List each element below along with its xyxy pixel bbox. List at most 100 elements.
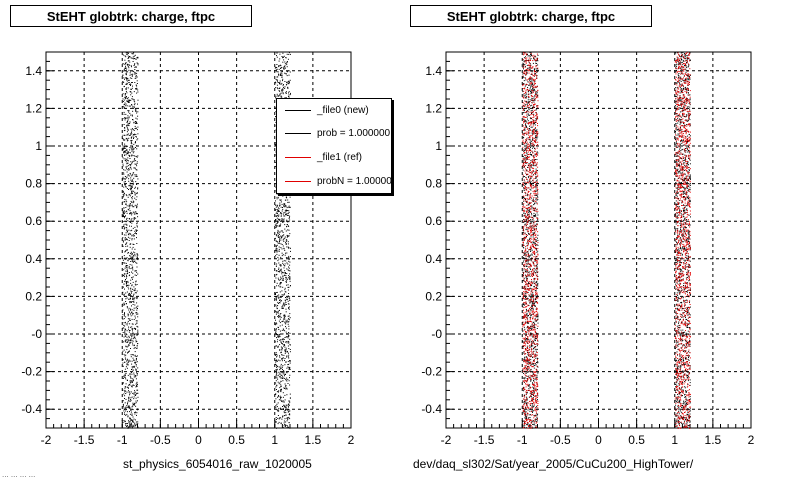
x-tick-label: -2 [41,433,52,447]
data-point [286,83,288,85]
data-point [676,351,678,353]
data-point [137,400,138,402]
data-point [529,141,531,143]
data-point [276,211,278,213]
x-tick-label: 1 [271,433,278,447]
data-point [279,382,281,384]
data-point [524,147,526,149]
data-point [535,171,537,173]
data-point [288,348,290,349]
data-point [131,141,132,143]
data-point [130,295,132,296]
data-point [132,269,134,271]
data-point [532,382,533,384]
data-point [688,134,690,135]
data-point [688,357,689,358]
data-point [678,108,680,110]
data-point [130,83,132,85]
data-point [687,77,689,79]
data-point [689,183,691,184]
data-point [674,132,676,134]
data-point [128,152,130,153]
data-point [284,274,285,276]
data-point [536,417,538,419]
data-point [531,98,533,100]
data-point [275,292,277,293]
data-point [282,88,284,90]
data-point [526,392,528,394]
data-point [128,204,130,206]
data-point [132,160,134,162]
data-point [280,236,282,238]
data-point [128,267,130,269]
data-point [530,166,532,168]
data-point [124,421,126,423]
data-point [287,243,289,245]
data-point [282,207,283,208]
data-point [127,52,129,54]
data-point [127,100,128,102]
data-point [122,403,124,405]
data-point [289,374,291,376]
data-point [280,269,282,271]
data-point [125,146,127,148]
data-point [523,390,525,392]
data-point [279,80,281,82]
data-point [536,190,538,192]
data-point [127,364,129,366]
data-point [535,248,537,250]
data-point [137,409,139,411]
data-point [675,223,677,225]
data-point [537,282,539,284]
data-point [128,298,130,300]
data-point [681,235,683,237]
data-point [282,277,284,279]
data-point [524,295,526,297]
data-point [123,228,125,230]
data-point [526,378,528,379]
data-point [125,378,127,380]
data-point [525,338,527,340]
data-point [124,251,126,253]
data-point [687,309,689,311]
data-point [280,391,282,393]
data-point [528,310,529,312]
data-point [532,217,534,219]
data-point [275,293,276,295]
data-point [129,391,131,393]
data-point [527,181,529,183]
data-point [679,208,681,210]
data-point [675,91,677,93]
data-point [130,256,132,258]
data-point [283,345,285,347]
data-point [285,242,287,244]
data-point [289,278,291,280]
data-point [680,274,682,276]
data-point [286,319,288,321]
data-point [285,230,287,232]
data-point [281,290,283,292]
data-point [275,393,277,395]
data-point [279,237,281,239]
data-point [131,340,133,342]
data-point [289,270,291,272]
data-point [687,190,689,192]
data-point [680,229,682,230]
data-point [537,250,539,252]
data-point [132,186,133,188]
data-point [535,299,537,301]
data-point [283,206,285,208]
data-point [128,326,129,328]
data-point [278,336,280,338]
data-point [675,159,677,161]
data-point [130,425,131,427]
data-point [127,315,129,317]
data-point [280,422,282,424]
data-point [128,311,130,313]
data-point [135,284,137,286]
data-point [278,208,280,210]
data-point [523,295,525,297]
data-point [682,67,684,69]
data-point [282,279,284,281]
data-point [123,216,125,218]
